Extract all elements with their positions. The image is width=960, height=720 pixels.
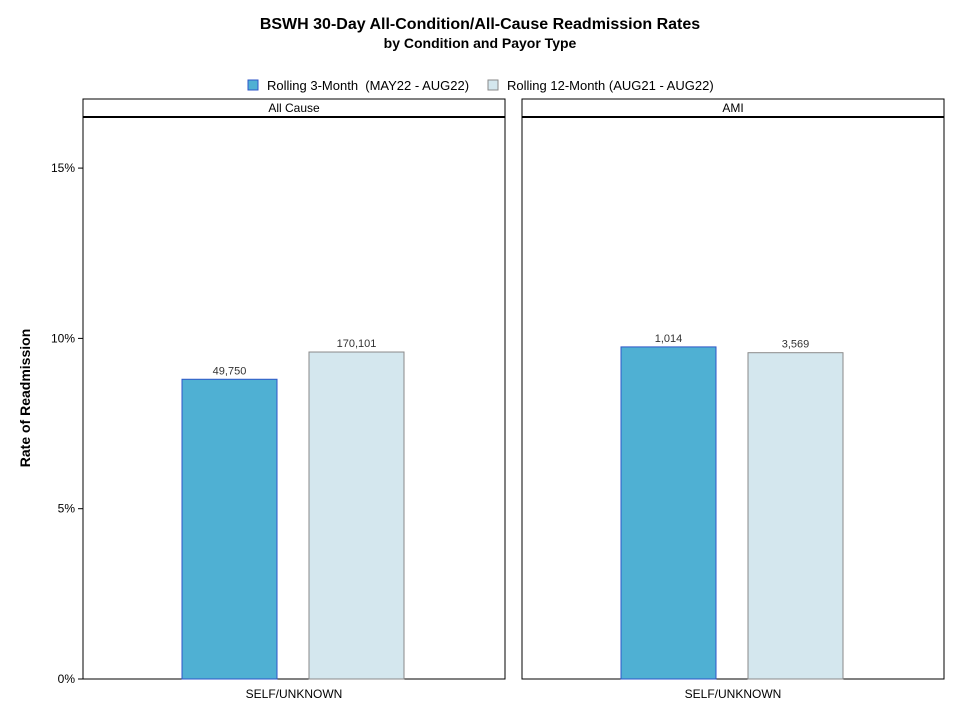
bar [181,378,278,680]
legend-label-12month: Rolling 12-Month (AUG21 - AUG22) [507,78,714,93]
x-category-label: SELF/UNKNOWN [246,687,343,701]
chart-title: BSWH 30-Day All-Condition/All-Cause Read… [260,16,700,33]
legend: Rolling 3-Month (MAY22 - AUG22) Rolling … [247,78,714,93]
bar-data-label: 170,101 [337,338,377,350]
bar [308,351,405,680]
y-tick-label: 0% [58,672,76,686]
bar-data-label: 49,750 [213,365,247,377]
y-tick-label: 10% [51,331,75,345]
bar-data-label: 3,569 [782,339,810,351]
panel: AMI 1,014 3,569 SELF/UNKNOWN [521,98,945,701]
panel-title: AMI [722,101,743,115]
panel-title: All Cause [268,101,320,115]
bar [620,346,717,680]
x-category-label: SELF/UNKNOWN [685,687,782,701]
y-tick-label: 5% [58,502,76,516]
y-axis-ticks: 0% 5% 10% 15% [51,161,83,686]
chart-subtitle: by Condition and Payor Type [384,35,577,51]
chart-panels: All Cause 49,750 170,101 SELF/UNKNOWN AMI 1,0… [82,98,945,701]
bar [747,352,844,680]
panel: All Cause 49,750 170,101 SELF/UNKNOWN [82,98,506,701]
legend-swatch-12month [487,79,499,91]
panel-frame [82,116,506,680]
y-tick-label: 15% [51,161,75,175]
panel-frame [521,116,945,680]
y-axis-label: Rate of Readmission [17,329,33,467]
legend-swatch-3month [247,79,259,91]
legend-label-3month: Rolling 3-Month (MAY22 - AUG22) [267,78,469,93]
bar-data-label: 1,014 [655,333,683,345]
